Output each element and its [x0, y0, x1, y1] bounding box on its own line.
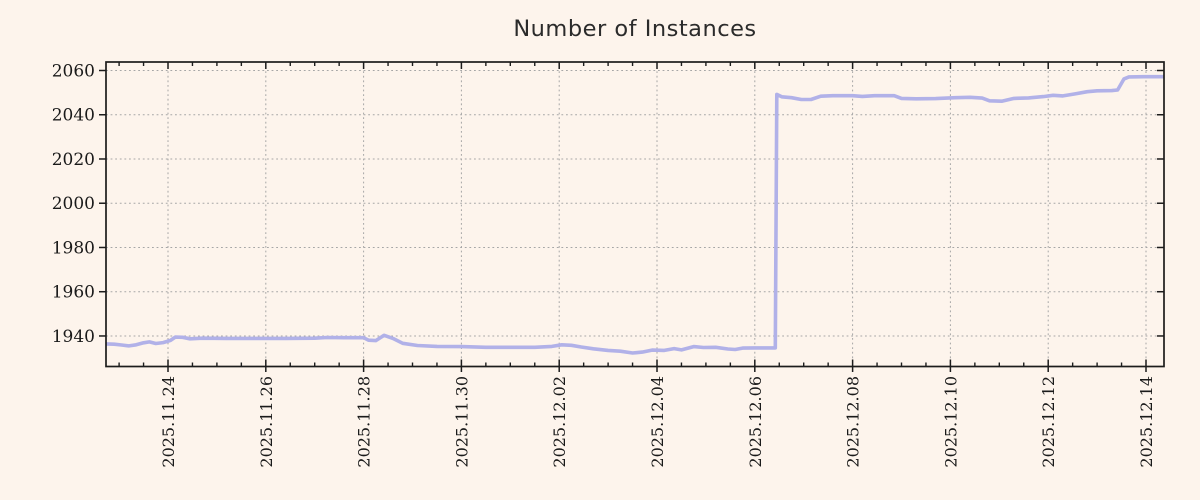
y-tick-label: 1940	[52, 327, 95, 347]
x-tick-label: 2025.12.08	[844, 376, 863, 468]
y-tick-label: 1980	[52, 238, 95, 258]
y-tick-label: 2020	[52, 150, 95, 170]
x-tick-label: 2025.12.02	[550, 376, 569, 468]
x-tick-label: 2025.12.14	[1137, 376, 1156, 468]
x-tick-label: 2025.11.24	[159, 376, 178, 468]
y-tick-label: 2060	[52, 61, 95, 81]
data-line	[105, 74, 1164, 355]
y-tick-label: 1960	[52, 283, 95, 303]
x-tick-label: 2025.12.04	[648, 376, 667, 468]
plot-border	[105, 61, 1165, 368]
x-tick-label: 2025.11.28	[355, 376, 374, 468]
chart-title: Number of Instances	[513, 16, 757, 42]
x-tick-label: 2025.12.06	[746, 376, 765, 468]
x-tick-label: 2025.12.10	[941, 376, 960, 468]
x-tick-label: 2025.12.12	[1039, 376, 1058, 468]
x-tick-label: 2025.11.26	[257, 376, 276, 468]
y-tick-label: 2000	[52, 194, 95, 214]
y-tick-label: 2040	[52, 106, 95, 126]
x-tick-label: 2025.11.30	[452, 376, 471, 468]
